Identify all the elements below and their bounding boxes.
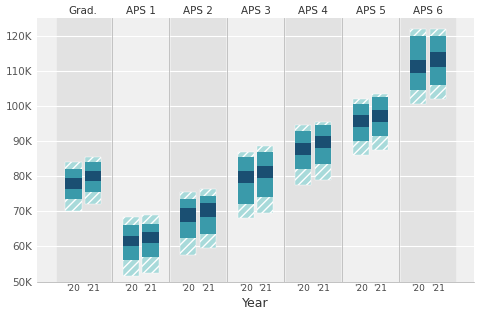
Bar	[315, 148, 331, 164]
Bar	[85, 181, 101, 192]
Bar	[295, 131, 312, 143]
Bar	[200, 203, 216, 216]
Bar	[257, 152, 274, 166]
Bar	[57, 18, 110, 282]
Bar	[401, 18, 455, 282]
Bar	[123, 246, 139, 260]
Bar	[238, 152, 254, 218]
Bar	[430, 36, 446, 52]
Bar	[315, 125, 331, 136]
Bar	[344, 18, 397, 282]
Bar	[410, 29, 426, 104]
Bar	[286, 18, 340, 282]
Bar	[295, 125, 312, 185]
Bar	[372, 97, 388, 110]
Bar	[123, 225, 139, 236]
Bar	[85, 157, 101, 204]
Bar	[257, 178, 274, 197]
Bar	[65, 189, 82, 199]
X-axis label: Year: Year	[242, 297, 269, 310]
Bar	[180, 208, 196, 222]
Bar	[180, 199, 196, 208]
Bar	[315, 122, 331, 180]
Bar	[200, 189, 216, 248]
Bar	[200, 196, 216, 203]
Bar	[171, 18, 225, 282]
Bar	[257, 166, 274, 178]
Bar	[143, 215, 158, 273]
Bar	[257, 146, 274, 213]
Bar	[200, 216, 216, 234]
Bar	[85, 162, 101, 171]
Bar	[123, 216, 139, 276]
Bar	[143, 224, 158, 232]
Bar	[295, 155, 312, 169]
Bar	[238, 183, 254, 204]
Bar	[353, 127, 369, 141]
Bar	[65, 162, 82, 211]
Bar	[353, 104, 369, 115]
Bar	[180, 222, 196, 238]
Bar	[295, 143, 312, 155]
Bar	[228, 18, 283, 282]
Bar	[372, 94, 388, 150]
Bar	[143, 232, 158, 243]
Bar	[123, 236, 139, 246]
Bar	[238, 171, 254, 183]
Bar	[430, 29, 446, 99]
Bar	[238, 157, 254, 171]
Bar	[353, 115, 369, 127]
Bar	[430, 52, 446, 67]
Bar	[180, 192, 196, 255]
Bar	[410, 73, 426, 90]
Bar	[353, 99, 369, 155]
Bar	[85, 171, 101, 181]
Bar	[372, 110, 388, 122]
Bar	[315, 136, 331, 148]
Bar	[143, 243, 158, 257]
Bar	[65, 169, 82, 178]
Bar	[410, 60, 426, 73]
Bar	[410, 36, 426, 60]
Bar	[114, 18, 168, 282]
Bar	[372, 122, 388, 136]
Bar	[430, 67, 446, 85]
Bar	[65, 178, 82, 189]
